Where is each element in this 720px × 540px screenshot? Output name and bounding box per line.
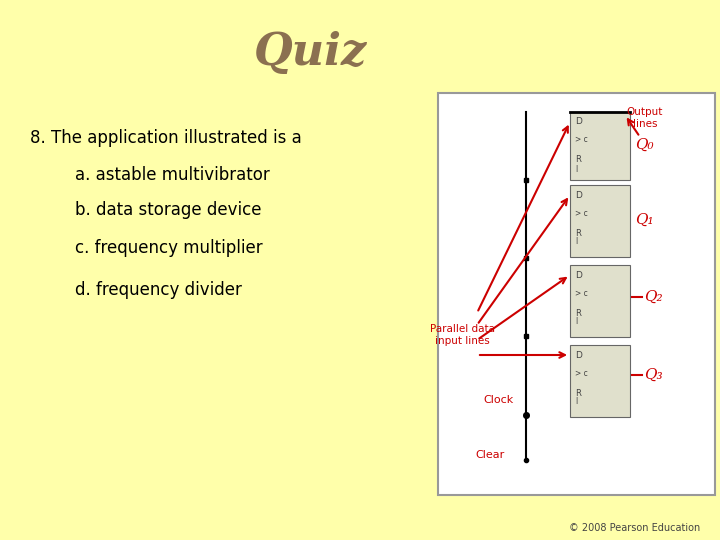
Text: R: R: [575, 228, 581, 238]
Text: > c: > c: [575, 208, 588, 218]
Text: D: D: [575, 191, 582, 199]
Text: > c: > c: [575, 136, 588, 145]
Text: Clear: Clear: [475, 450, 505, 460]
Text: R: R: [575, 388, 581, 397]
Text: a. astable multivibrator: a. astable multivibrator: [75, 166, 270, 184]
Text: © 2008 Pearson Education: © 2008 Pearson Education: [569, 523, 700, 533]
Text: D: D: [575, 271, 582, 280]
Bar: [570, 265, 630, 337]
Text: d. frequency divider: d. frequency divider: [75, 281, 242, 299]
Text: Q₃: Q₃: [644, 368, 662, 382]
Text: Output
lines: Output lines: [627, 107, 663, 130]
Bar: [570, 185, 630, 257]
Text: Quiz: Quiz: [253, 30, 366, 73]
Text: Q₀: Q₀: [635, 138, 654, 152]
Text: 8. The application illustrated is a: 8. The application illustrated is a: [30, 129, 302, 147]
Text: Clock: Clock: [483, 395, 513, 405]
Text: Q₂: Q₂: [644, 290, 662, 304]
Text: > c: > c: [575, 288, 588, 298]
Text: I: I: [575, 318, 577, 327]
Text: R: R: [575, 308, 581, 318]
Bar: [570, 345, 630, 417]
Bar: [570, 112, 630, 180]
Text: Parallel data
input lines: Parallel data input lines: [430, 324, 495, 346]
Bar: [438, 93, 715, 495]
Text: D: D: [575, 350, 582, 360]
Text: I: I: [575, 397, 577, 407]
Text: R: R: [575, 156, 581, 165]
Text: c. frequency multiplier: c. frequency multiplier: [75, 239, 263, 257]
Text: D: D: [575, 118, 582, 126]
Text: Q₁: Q₁: [635, 213, 654, 227]
Text: b. data storage device: b. data storage device: [75, 201, 261, 219]
Text: I: I: [575, 165, 577, 173]
Text: > c: > c: [575, 368, 588, 377]
Text: I: I: [575, 238, 577, 246]
